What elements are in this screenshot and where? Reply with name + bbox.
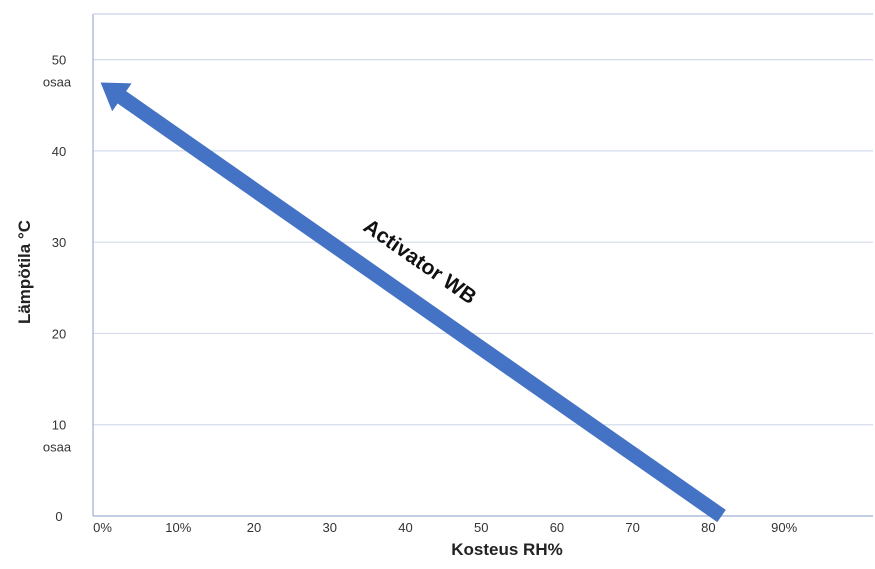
y-annotation-label: osaa [43, 440, 72, 455]
y-tick-label: 50 [52, 53, 66, 68]
x-tick-label: 50 [474, 520, 488, 535]
y-axis-title: Lämpötila °C [15, 220, 34, 324]
x-tick-label: 10% [165, 520, 191, 535]
x-tick-label: 90% [771, 520, 797, 535]
tick-labels: 0 10 20 30 40 50 osaa osaa 0% 10% 20 30 40 50 60 70 80 90… [43, 53, 798, 535]
x-tick-label: 0% [93, 520, 112, 535]
x-tick-label: 60 [550, 520, 564, 535]
y-tick-label: 10 [52, 418, 66, 433]
y-tick-label: 40 [52, 144, 66, 159]
x-axis-title: Kosteus RH% [451, 540, 562, 559]
axes [92, 13, 873, 517]
x-tick-label: 40 [398, 520, 412, 535]
y-annotation-label: osaa [43, 75, 72, 90]
series-label: Activator WB [359, 215, 480, 309]
x-tick-label: 80 [701, 520, 715, 535]
y-tick-label: 30 [52, 235, 66, 250]
x-tick-label: 20 [247, 520, 261, 535]
x-tick-label: 30 [323, 520, 337, 535]
y-tick-label: 20 [52, 326, 66, 341]
x-tick-label: 70 [625, 520, 639, 535]
gridlines [93, 59, 873, 426]
series-arrow-0 [100, 82, 726, 523]
series: Activator WB [100, 82, 726, 523]
y-tick-label: 0 [55, 509, 62, 524]
